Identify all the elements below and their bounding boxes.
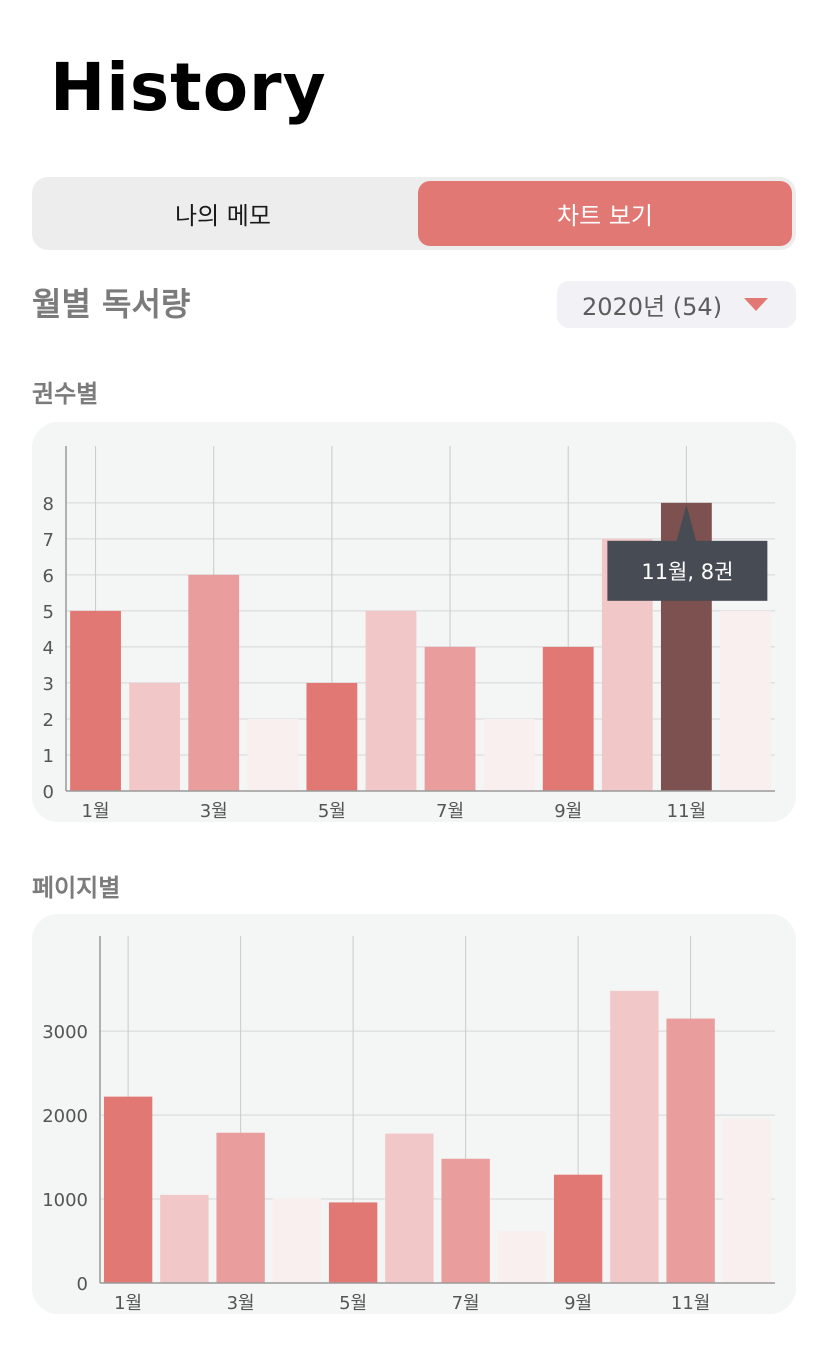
y-tick-label: 8 (43, 494, 54, 515)
y-tick-label: 4 (43, 638, 54, 659)
bar-3월[interactable] (188, 574, 240, 791)
tab-memo[interactable]: 나의 메모 (175, 202, 271, 230)
y-tick-label: 2 (43, 710, 54, 731)
bar-2월[interactable] (129, 682, 181, 791)
bar-6월[interactable] (365, 610, 417, 791)
bar-1월[interactable] (103, 1096, 153, 1283)
x-tick-label: 11월 (671, 1293, 710, 1314)
y-tick-label: 6 (43, 566, 54, 587)
chart-books-title: 권수별 (32, 380, 99, 408)
x-tick-label: 1월 (82, 801, 110, 822)
tooltip-label: 11월, 8권 (641, 560, 733, 584)
year-dropdown[interactable]: 2020년 (54) (557, 281, 796, 328)
x-tick-label: 11월 (667, 801, 706, 822)
bar-12월[interactable] (722, 1118, 772, 1283)
section-title: 월별 독서량 (32, 285, 191, 323)
y-tick-label: 3 (43, 674, 54, 695)
y-tick-label: 1 (43, 746, 54, 767)
bar-4월[interactable] (272, 1198, 322, 1283)
x-tick-label: 3월 (227, 1293, 255, 1314)
chart-books-card: 0 1 2 3 4 5 6 7 8 1월 3월 5월 7월 9월 11월 11월, 8권 (32, 422, 796, 822)
x-tick-label: 1월 (114, 1293, 142, 1314)
bar-5월[interactable] (306, 682, 358, 791)
view-toggle: 나의 메모 차트 보기 (32, 177, 796, 250)
bar-8월[interactable] (483, 718, 535, 791)
bar-3월[interactable] (216, 1132, 265, 1283)
bar-7월[interactable] (424, 646, 476, 791)
page-title: History (50, 49, 327, 126)
y-tick-label: 0 (43, 782, 54, 803)
chart-tooltip: 11월, 8권 (607, 504, 768, 601)
bar-4월[interactable] (247, 718, 299, 791)
books-bar-chart: 0 1 2 3 4 5 6 7 8 1월 3월 5월 7월 9월 11월 11월, 8권 (43, 446, 775, 822)
chart-pages-title: 페이지별 (32, 874, 121, 902)
y-tick-label: 3000 (42, 1022, 88, 1043)
y-tick-label: 7 (43, 530, 54, 551)
y-tick-label: 1000 (42, 1190, 88, 1211)
bar-7월[interactable] (441, 1158, 490, 1283)
y-tick-label: 5 (43, 602, 54, 623)
bar-1월[interactable] (70, 610, 121, 791)
y-tick-label: 0 (77, 1274, 88, 1295)
pages-bar-chart: 0 1000 2000 3000 1월 3월 5월 7월 9월 11월 (42, 936, 775, 1314)
x-tick-label: 7월 (452, 1293, 480, 1314)
bar-5월[interactable] (328, 1202, 378, 1283)
chart-pages-card: 0 1000 2000 3000 1월 3월 5월 7월 9월 11월 (32, 914, 796, 1314)
x-tick-label: 9월 (554, 801, 582, 822)
bar-2월[interactable] (160, 1194, 209, 1283)
y-tick-label: 2000 (42, 1106, 88, 1127)
x-tick-label: 5월 (339, 1293, 367, 1314)
bar-9월[interactable] (553, 1174, 603, 1283)
bar-9월[interactable] (542, 646, 594, 791)
caret-down-icon (744, 298, 768, 311)
tab-chart[interactable]: 차트 보기 (418, 181, 792, 246)
year-dropdown-value: 2020년 (54) (582, 293, 723, 321)
x-tick-label: 7월 (436, 801, 464, 822)
bar-10월[interactable] (610, 990, 659, 1283)
bar-8월[interactable] (497, 1230, 547, 1283)
x-tick-label: 3월 (200, 801, 228, 822)
bar-12월[interactable] (720, 610, 771, 791)
x-tick-label: 9월 (564, 1293, 592, 1314)
bar-11월[interactable] (666, 1018, 715, 1283)
x-tick-label: 5월 (318, 801, 346, 822)
bar-6월[interactable] (385, 1133, 434, 1283)
